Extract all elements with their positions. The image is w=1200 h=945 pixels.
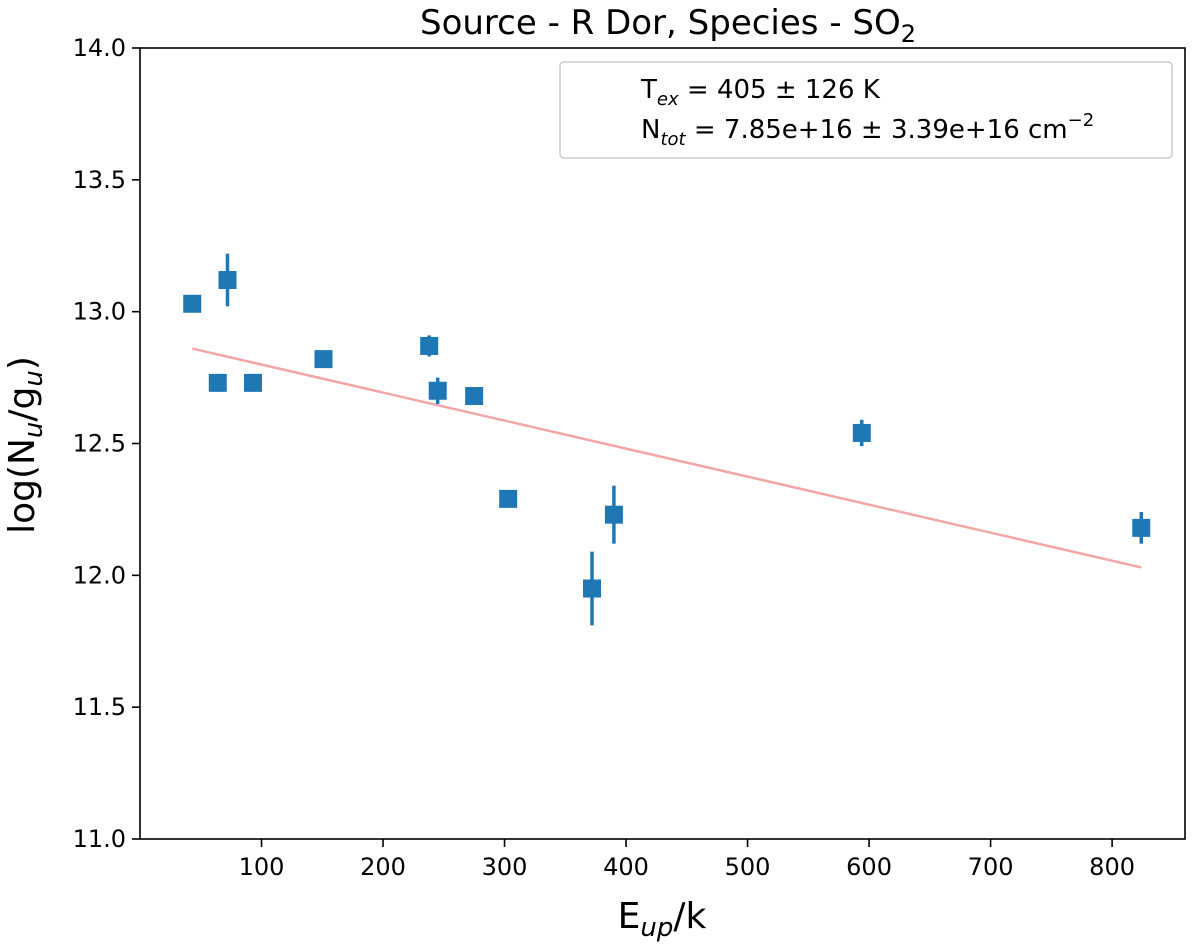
square-marker	[1132, 518, 1151, 537]
x-tick-label: 200	[360, 853, 406, 881]
data-point	[208, 373, 227, 392]
legend-box	[559, 61, 1173, 159]
square-marker	[208, 373, 227, 392]
data-point	[183, 294, 202, 313]
data-point	[428, 377, 447, 404]
data-points	[183, 253, 1151, 626]
fit-line	[191, 347, 1142, 569]
y-tick-label: 13.0	[73, 298, 126, 326]
y-axis-ticks: 11.0 11.5 12.0 12.5 13.0 13.5 14.0	[73, 34, 140, 853]
x-tick-label: 400	[603, 853, 649, 881]
x-axis-label: Eup/k	[618, 896, 707, 943]
square-marker	[583, 579, 602, 598]
square-marker	[183, 294, 202, 313]
x-tick-label: 800	[1089, 853, 1135, 881]
square-marker	[499, 489, 518, 508]
x-tick-label: 300	[482, 853, 528, 881]
data-point	[499, 489, 518, 508]
square-marker	[604, 505, 623, 524]
y-tick-label: 11.0	[73, 825, 126, 853]
data-point	[583, 551, 602, 626]
square-marker	[852, 423, 871, 442]
fit-line-group	[191, 347, 1142, 569]
data-point	[604, 485, 623, 544]
y-tick-label: 12.0	[73, 561, 126, 589]
y-tick-label: 13.5	[73, 166, 126, 194]
square-marker	[428, 381, 447, 400]
y-tick-label: 12.5	[73, 430, 126, 458]
data-point	[465, 387, 484, 406]
data-point	[1132, 512, 1151, 544]
x-axis-ticks: 100 200 300 400 500 600 700 800	[239, 839, 1135, 881]
x-tick-label: 100	[239, 853, 285, 881]
x-tick-label: 600	[846, 853, 892, 881]
chart-title: Source - R Dor, Species - SO2	[420, 3, 916, 48]
x-tick-label: 500	[725, 853, 771, 881]
y-tick-label: 11.5	[73, 693, 126, 721]
square-marker	[314, 350, 333, 369]
data-point	[244, 373, 263, 392]
x-tick-label: 700	[968, 853, 1014, 881]
square-marker	[218, 271, 237, 290]
legend-line-ntot: Ntot = 7.85e+16 ± 3.39e+16 cm−2	[641, 110, 1094, 150]
square-marker	[420, 336, 439, 355]
y-axis-label: log(Nu/gu)	[2, 356, 49, 534]
data-point	[218, 253, 237, 307]
data-point	[852, 419, 871, 447]
data-point	[420, 335, 439, 357]
legend-line-tex: Tex = 405 ± 126 K	[640, 75, 881, 110]
legend: Tex = 405 ± 126 K Ntot = 7.85e+16 ± 3.39…	[559, 61, 1173, 159]
data-point	[314, 350, 333, 369]
y-tick-label: 14.0	[73, 34, 126, 62]
plot-frame	[139, 47, 1186, 840]
square-marker	[465, 387, 484, 406]
square-marker	[244, 373, 263, 392]
